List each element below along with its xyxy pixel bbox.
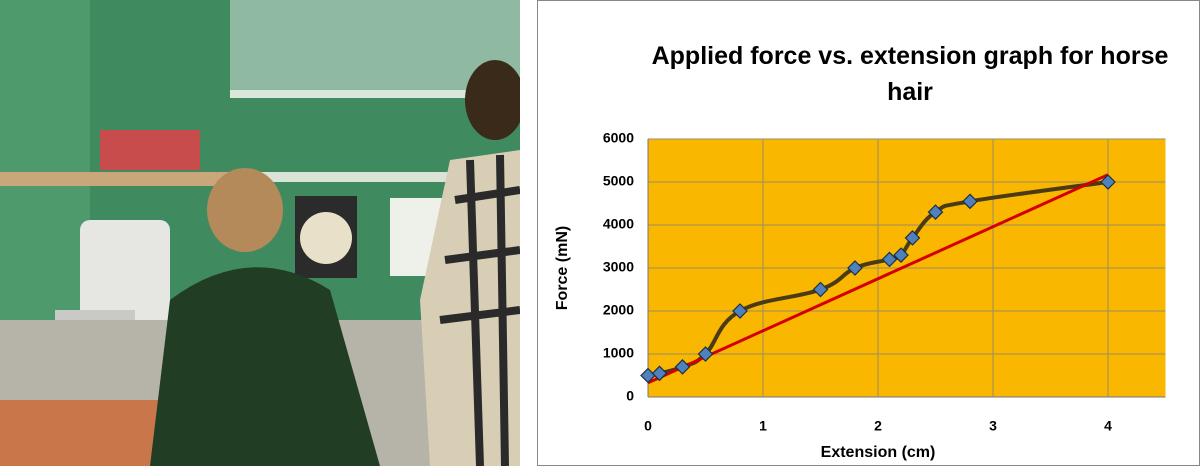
- trendline: [647, 173, 1109, 385]
- data-point: [847, 260, 863, 276]
- data-point: [881, 251, 898, 268]
- data-point: [732, 303, 748, 319]
- photo: [0, 0, 520, 466]
- photo-head: [465, 60, 520, 140]
- y-tick-label: 5000: [603, 173, 634, 189]
- y-tick-label: 4000: [603, 216, 634, 232]
- photo-shelf: [0, 172, 240, 186]
- photo-screen: [300, 212, 352, 264]
- x-axis-title: Extension (cm): [821, 444, 936, 461]
- x-tick-label: 0: [644, 418, 652, 434]
- data-point: [927, 204, 944, 220]
- photo-person: [150, 267, 380, 466]
- data-point: [962, 193, 978, 210]
- y-tick-label: 1000: [603, 345, 634, 361]
- photo-person: [420, 150, 520, 466]
- chart-title: Applied force vs. extension graph for ho…: [651, 42, 1169, 106]
- photo-microscope: [80, 220, 170, 330]
- photo-shelf: [240, 172, 500, 182]
- data-point: [651, 365, 668, 382]
- data-point: [893, 247, 909, 263]
- data-point: [904, 230, 921, 246]
- photo-shelf: [230, 90, 520, 98]
- photo-head: [207, 168, 283, 252]
- photo-boxes: [100, 130, 200, 170]
- x-tick-label: 3: [989, 418, 997, 434]
- x-tick-label: 1: [759, 418, 767, 434]
- photo-shirt-pattern: [439, 154, 520, 466]
- data-point: [1100, 174, 1116, 190]
- data-point: [812, 281, 829, 298]
- y-axis-title: Force (mN): [554, 226, 571, 310]
- x-tick-label: 2: [874, 418, 882, 434]
- y-tick-label: 6000: [603, 130, 634, 146]
- y-tick-label: 2000: [603, 302, 634, 318]
- data-point: [674, 359, 691, 375]
- y-tick-label: 0: [626, 388, 634, 404]
- data-point: [697, 346, 714, 362]
- x-tick-label: 4: [1104, 418, 1112, 434]
- y-tick-label: 3000: [603, 259, 634, 275]
